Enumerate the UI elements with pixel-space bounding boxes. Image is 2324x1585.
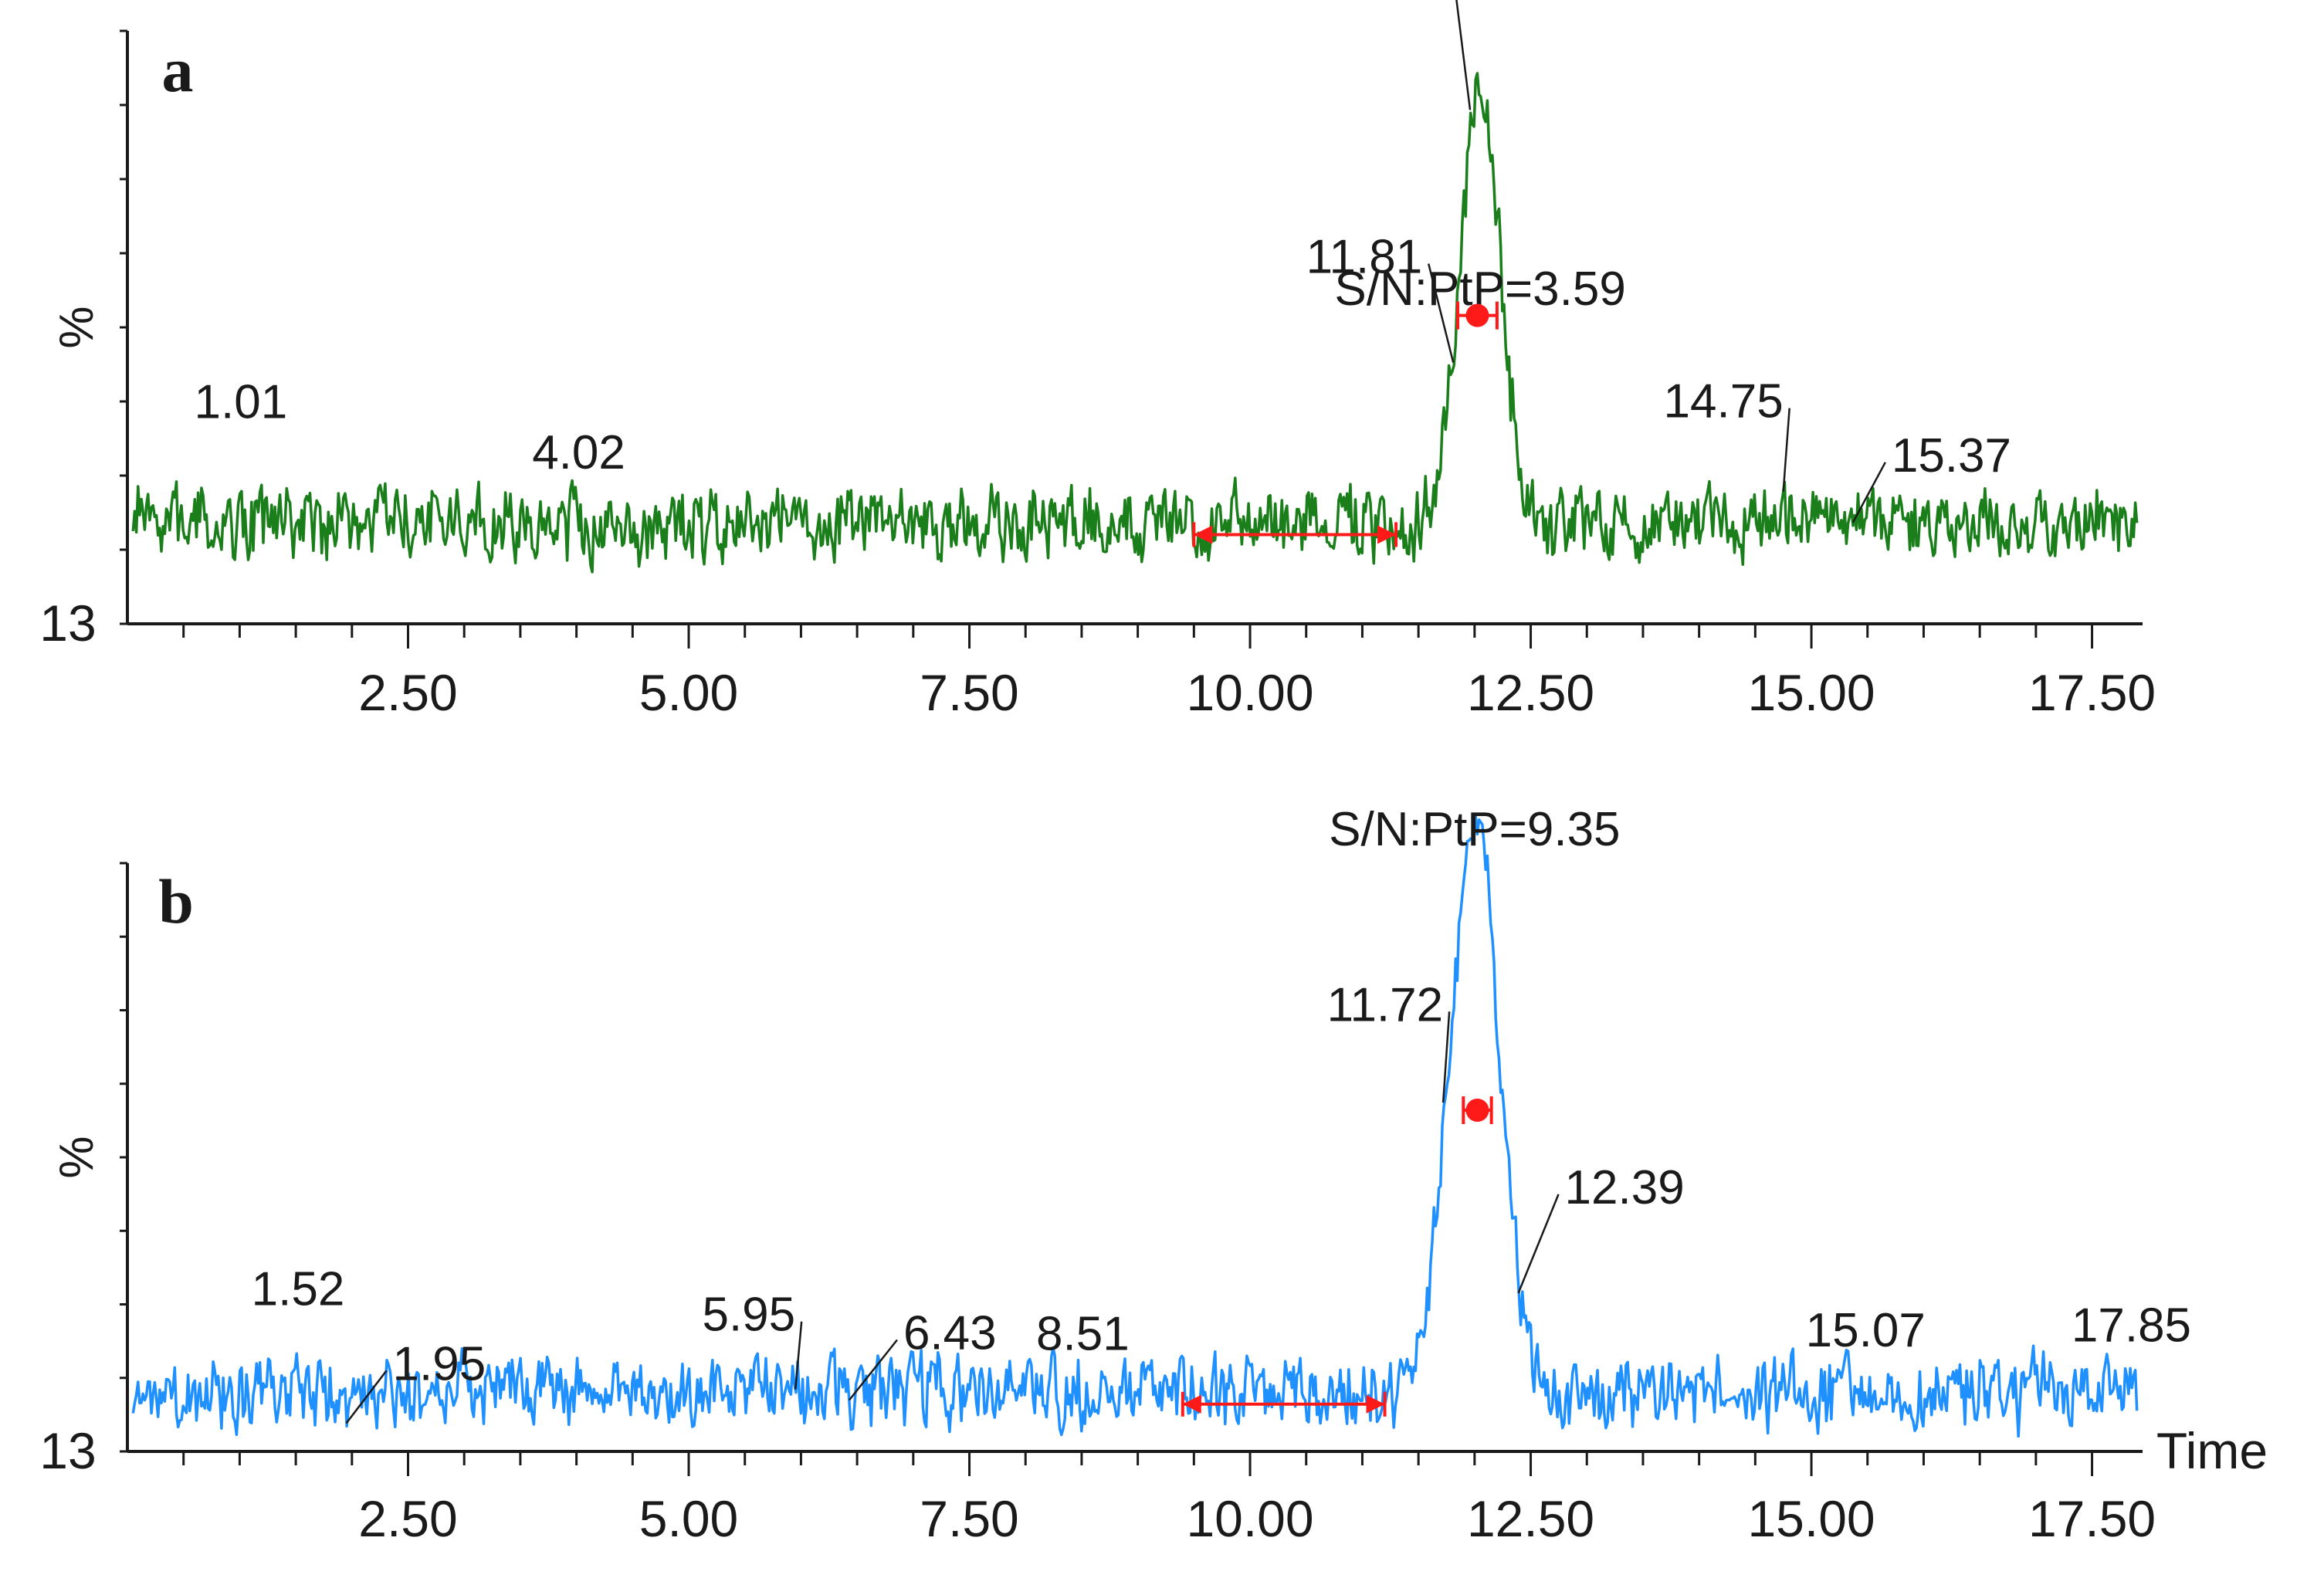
x-tick-label: 10.00 <box>1186 664 1313 721</box>
x-tick-label: 5.00 <box>639 664 738 721</box>
peak-label: 11.72 <box>1327 978 1444 1031</box>
peak-label: 15.37 <box>1892 429 2011 483</box>
x-tick-label: 12.50 <box>1467 1490 1594 1547</box>
peak-label: 17.85 <box>2072 1299 2191 1353</box>
peak-label-leader <box>345 1370 388 1424</box>
y-baseline-label: 13 <box>39 1422 96 1479</box>
noise-window-left-arrow <box>1182 1394 1201 1414</box>
signal-marker-dot <box>1465 1099 1489 1123</box>
peak-label-leader <box>1517 1194 1560 1294</box>
x-tick-label: 2.50 <box>358 1490 457 1547</box>
peak-label-leader <box>1455 0 1472 110</box>
x-tick-label: 17.50 <box>2028 1490 2156 1547</box>
peak-label-leader <box>1428 263 1455 363</box>
noise-window-right-arrow <box>1377 525 1397 544</box>
peak-label: 14.75 <box>1664 375 1784 428</box>
peak-label: 1.52 <box>252 1263 345 1316</box>
panel-letter: b <box>158 866 194 936</box>
peak-label: 1.01 <box>195 375 288 428</box>
peak-label: 4.02 <box>532 426 625 479</box>
peak-label-leader <box>1782 408 1790 492</box>
peak-label-leader <box>794 1321 803 1390</box>
x-tick-label: 15.00 <box>1747 664 1875 721</box>
y-baseline-label: 13 <box>39 594 96 652</box>
peak-label: 5.95 <box>702 1289 795 1342</box>
peak-label: 11.81 <box>1306 231 1423 284</box>
x-tick-label: 15.00 <box>1747 1490 1875 1547</box>
y-axis-label: % <box>50 306 103 348</box>
x-tick-label: 7.50 <box>920 1490 1018 1547</box>
peak-label: 15.07 <box>1806 1304 1926 1357</box>
panel-letter: a <box>162 35 194 105</box>
chromatogram-trace <box>131 72 2139 574</box>
peak-label-leader <box>848 1339 898 1401</box>
peak-label-leader <box>1441 1011 1451 1103</box>
signal-marker-dot <box>1465 303 1489 327</box>
x-tick-label: 7.50 <box>920 664 1018 721</box>
chromatogram-panel-a: 2.50 5.00 7.50 10.00 12.50 15.00 17.50%13aS/N:… <box>39 0 2156 721</box>
x-tick-label: 10.00 <box>1186 1490 1313 1547</box>
peak-label: 1.95 <box>393 1337 486 1390</box>
peak-label: 12.39 <box>1565 1161 1685 1214</box>
peak-label-leader <box>1851 462 1886 523</box>
x-tick-label: 5.00 <box>639 1490 738 1547</box>
signal-to-noise-label: S/N:PtP=9.35 <box>1329 803 1620 856</box>
noise-window-right-arrow <box>1366 1394 1385 1414</box>
chromatogram-trace <box>131 815 2139 1438</box>
peak-label: 6.43 <box>903 1307 997 1360</box>
noise-window-left-arrow <box>1194 525 1213 544</box>
chromatogram-panel-b: 2.50 5.00 7.50 10.00 12.50 15.00 17.50% 13 Time b… <box>39 803 2268 1547</box>
x-tick-label: 12.50 <box>1467 664 1594 721</box>
y-axis-label: % <box>50 1136 103 1178</box>
peak-label: 8.51 <box>1036 1307 1130 1360</box>
x-tick-label: 2.50 <box>358 664 457 721</box>
x-axis-label: Time <box>2156 1422 2268 1479</box>
x-tick-label: 17.50 <box>2028 664 2156 721</box>
